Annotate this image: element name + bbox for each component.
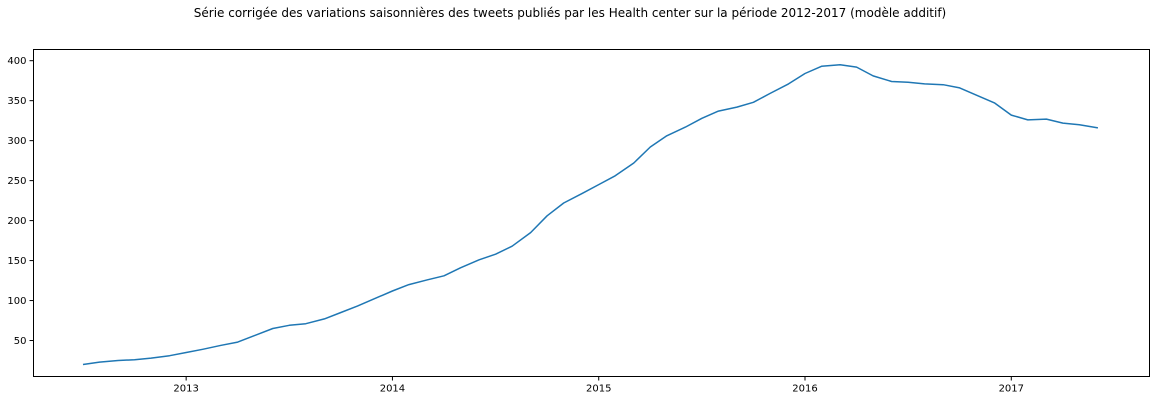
plot-area bbox=[82, 63, 1099, 366]
x-tick-label: 2014 bbox=[380, 384, 405, 395]
chart-title: Série corrigée des variations saisonnièr… bbox=[194, 6, 946, 20]
x-tick-label: 2017 bbox=[999, 384, 1024, 395]
y-tick-label: 300 bbox=[7, 136, 26, 147]
x-axis: 2013 2014 2015 2016 2017 bbox=[173, 376, 1024, 395]
y-tick-label: 150 bbox=[7, 256, 26, 267]
x-tick-label: 2013 bbox=[173, 384, 198, 395]
y-tick-label: 250 bbox=[7, 176, 26, 187]
series-line-0 bbox=[82, 63, 1099, 366]
y-tick-label: 400 bbox=[7, 56, 26, 67]
y-tick-label: 50 bbox=[14, 336, 27, 347]
axes-frame bbox=[33, 49, 1150, 377]
y-tick-label: 100 bbox=[7, 296, 26, 307]
y-tick-label: 200 bbox=[7, 216, 26, 227]
x-tick-label: 2016 bbox=[792, 384, 817, 395]
x-tick-label: 2015 bbox=[586, 384, 611, 395]
y-tick-label: 350 bbox=[7, 96, 26, 107]
y-axis: 50 100 150 200 250 300 350 400 bbox=[7, 56, 34, 347]
